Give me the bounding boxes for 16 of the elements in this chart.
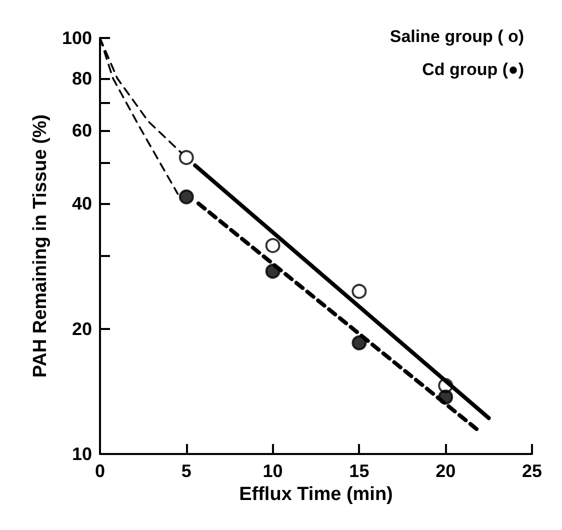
x-tick-label: 0 — [94, 461, 106, 481]
y-tick-label: 20 — [72, 318, 92, 339]
y-tick-label: 10 — [72, 444, 92, 464]
x-tick-label: 15 — [349, 461, 370, 481]
y-tick-label: 80 — [72, 68, 92, 88]
x-tick-label: 20 — [436, 461, 456, 481]
x-axis-title: Efflux Time (min) — [239, 484, 393, 505]
annotation: Saline group ( o) — [390, 27, 524, 46]
x-tick-label: 5 — [181, 461, 192, 481]
x-tick-label: 25 — [522, 461, 542, 481]
y-tick-label: 40 — [72, 194, 92, 214]
y-tick-label: 60 — [72, 120, 92, 140]
y-tick-label: 100 — [62, 28, 92, 48]
x-tick-label: 10 — [262, 461, 283, 481]
annotation: Cd group (●) — [422, 60, 524, 79]
y-axis-title: PAH Remaining in Tissue (%) — [30, 114, 51, 378]
